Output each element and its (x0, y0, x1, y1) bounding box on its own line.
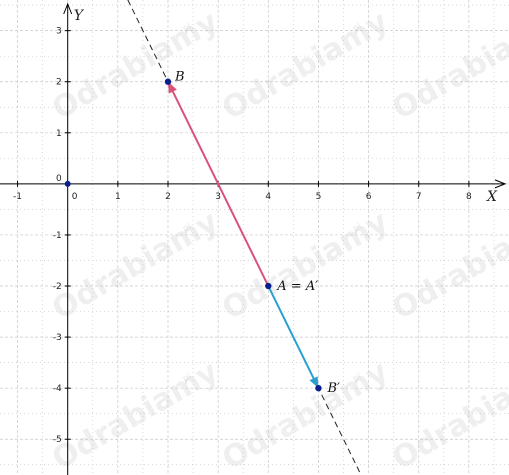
point-1 (265, 282, 272, 290)
x-tick-label: 6 (366, 192, 372, 202)
watermark-layer: OdrabiamyplOdrabiamyplOdrabiamyplOdrabia… (47, 4, 509, 475)
y-axis-label: Y (74, 8, 85, 24)
y-tick-label: 1 (56, 129, 62, 139)
y-tick-label: -1 (53, 231, 62, 241)
vector-arrowhead-0 (167, 81, 177, 94)
x-tick-label: 8 (466, 192, 472, 202)
watermark-text: Odrabiamy (47, 204, 225, 327)
tick-labels: X Y -1 0 1 2 3 4 5 6 7 8 3 2 1 0 -1 -2 -3 -4 -5 (13, 8, 498, 445)
vector-arrowhead-1 (309, 376, 319, 389)
x-axis-label: X (486, 189, 498, 205)
y-tick-label: 3 (56, 27, 62, 37)
watermark-text: Odrabiamy (387, 354, 509, 475)
vector-0 (171, 91, 270, 287)
x-tick-label: -1 (13, 192, 22, 202)
y-tick-label: -4 (53, 384, 62, 394)
y-tick-label: -2 (53, 282, 62, 292)
watermark-text: Odrabiamy (47, 354, 225, 475)
point-2 (315, 384, 322, 392)
x-tick-label: 4 (265, 192, 271, 202)
point-0 (164, 78, 172, 85)
x-tick-label: 7 (416, 192, 422, 202)
x-tick-label: 5 (316, 192, 322, 202)
y-tick-label: -3 (53, 333, 62, 343)
x-tick-label: 1 (115, 192, 121, 202)
x-tick-label: 0 (72, 192, 78, 202)
y-tick-label: 2 (56, 78, 62, 88)
point-label-2: B′ (326, 381, 340, 396)
y-axis-arrow (63, 2, 73, 15)
x-tick-label: 2 (165, 192, 171, 202)
watermark-text: Odrabiamy (387, 204, 509, 327)
x-tick-label: 3 (215, 192, 221, 202)
watermark-text: Odrabiamy (387, 4, 509, 127)
origin-point (64, 180, 71, 187)
point-label-1: A = A′ (276, 279, 318, 294)
y-tick-label: 0 (56, 174, 62, 184)
vector-1 (267, 285, 315, 379)
y-tick-label: -5 (53, 435, 62, 445)
point-label-0: B (174, 70, 185, 85)
point-labels: B A = A′ B′ (174, 70, 340, 396)
x-axis-arrow (494, 179, 507, 189)
